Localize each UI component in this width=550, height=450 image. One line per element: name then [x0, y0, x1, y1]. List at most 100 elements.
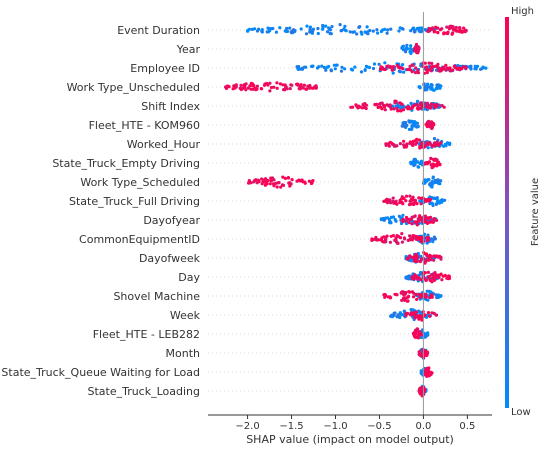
- shap-point: [428, 121, 432, 125]
- shap-point: [385, 201, 390, 205]
- feature-label: Dayofweek: [139, 252, 201, 265]
- shap-point: [248, 84, 252, 88]
- feature-label: Employee ID: [130, 62, 200, 75]
- shap-point: [395, 234, 399, 238]
- shap-point: [412, 332, 416, 337]
- shap-point: [419, 333, 424, 337]
- shap-point: [418, 387, 422, 391]
- shap-point: [405, 47, 410, 51]
- shap-point: [409, 101, 413, 105]
- shap-point: [255, 29, 260, 33]
- shap-point: [253, 27, 257, 31]
- shap-point: [419, 278, 423, 282]
- shap-point: [436, 62, 440, 66]
- shap-point: [344, 29, 348, 33]
- shap-point: [418, 106, 422, 111]
- shap-point: [412, 255, 416, 259]
- shap-point: [481, 65, 485, 69]
- shap-point: [450, 32, 454, 36]
- shap-point: [413, 71, 418, 75]
- shap-point: [321, 23, 325, 28]
- shap-point: [272, 178, 276, 182]
- shap-point: [416, 160, 420, 164]
- shap-point: [430, 185, 434, 189]
- shap-point: [316, 26, 320, 31]
- shap-point: [382, 105, 386, 109]
- shap-point: [327, 64, 331, 69]
- feature-label: State_Truck_Queue Waiting for Load: [1, 366, 200, 379]
- shap-point: [436, 103, 440, 107]
- shap-point: [376, 238, 380, 242]
- shap-point: [419, 159, 423, 163]
- shap-point: [224, 85, 228, 89]
- shap-point: [438, 163, 442, 167]
- shap-point: [445, 25, 449, 29]
- shap-point: [359, 70, 364, 74]
- shap-point: [423, 214, 427, 218]
- shap-point: [281, 83, 285, 87]
- shap-point: [357, 25, 361, 29]
- shap-point: [383, 67, 387, 71]
- shap-point: [405, 142, 409, 146]
- shap-point: [405, 299, 409, 303]
- shap-point: [268, 89, 272, 93]
- shap-point: [376, 31, 380, 35]
- x-tick-label: −1.5: [279, 421, 303, 432]
- shap-point: [277, 181, 281, 185]
- shap-point: [395, 315, 399, 319]
- shap-point: [433, 254, 437, 258]
- shap-point: [401, 108, 406, 112]
- shap-point: [454, 27, 458, 31]
- shap-point: [429, 237, 433, 241]
- shap-point: [406, 217, 410, 221]
- shap-point: [420, 318, 424, 322]
- shap-point: [420, 370, 424, 374]
- shap-point: [418, 85, 422, 89]
- shap-point: [409, 259, 413, 263]
- shap-point: [404, 199, 408, 203]
- shap-point: [414, 66, 418, 70]
- shap-point: [419, 254, 423, 258]
- shap-point: [431, 121, 435, 125]
- shap-point: [298, 87, 302, 91]
- shap-point: [391, 215, 396, 219]
- shap-point: [408, 234, 412, 238]
- shap-point: [430, 126, 434, 131]
- shap-point: [239, 87, 243, 92]
- shap-point: [436, 199, 440, 203]
- shap-point: [354, 103, 358, 107]
- shap-point: [232, 84, 236, 88]
- feature-label: CommonEquipmentID: [79, 233, 200, 246]
- shap-point: [386, 295, 390, 299]
- feature-label: Shift Index: [141, 100, 200, 113]
- shap-point: [414, 252, 418, 256]
- shap-point: [436, 30, 440, 35]
- shap-point: [400, 102, 404, 106]
- shap-point: [348, 30, 352, 34]
- shap-point: [439, 69, 443, 73]
- shap-point: [281, 183, 286, 187]
- x-tick-label: 0.5: [459, 421, 475, 432]
- shap-point: [324, 24, 328, 28]
- shap-point: [284, 29, 288, 33]
- shap-point: [295, 179, 299, 183]
- shap-point: [246, 86, 250, 90]
- shap-point: [384, 143, 388, 147]
- shap-point: [419, 202, 423, 206]
- shap-point: [395, 106, 399, 110]
- shap-point: [429, 182, 433, 186]
- shap-point: [416, 315, 421, 319]
- shap-point: [300, 67, 304, 71]
- shap-point: [387, 218, 391, 222]
- shap-point: [416, 220, 420, 224]
- shap-point: [402, 139, 406, 143]
- shap-point: [394, 201, 398, 205]
- shap-point: [430, 143, 434, 148]
- shap-point: [402, 293, 406, 297]
- shap-point: [272, 85, 276, 89]
- shap-point: [431, 26, 435, 30]
- shap-point: [427, 178, 431, 182]
- shap-point: [439, 272, 443, 276]
- shap-point: [469, 67, 473, 71]
- shap-point: [426, 29, 430, 34]
